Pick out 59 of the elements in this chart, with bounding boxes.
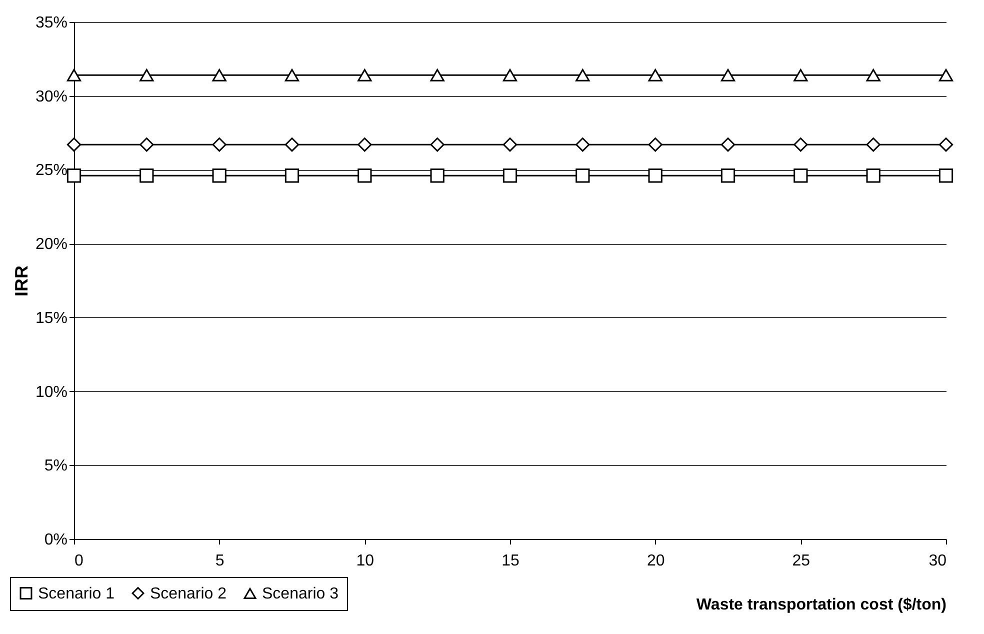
legend-label: Scenario 1 xyxy=(38,585,115,602)
legend-label: Scenario 3 xyxy=(262,586,339,602)
y-tick-label: 30% xyxy=(35,88,68,106)
point xyxy=(938,68,954,82)
point xyxy=(502,68,518,82)
point xyxy=(358,68,372,82)
point xyxy=(576,138,590,152)
x-tick-label: 10 xyxy=(356,552,374,570)
x-tick-label: 25 xyxy=(792,552,810,570)
point xyxy=(502,168,518,183)
point xyxy=(212,168,226,183)
x-tick-label: 15 xyxy=(502,552,520,570)
point xyxy=(794,68,808,82)
point xyxy=(794,138,808,152)
point xyxy=(430,168,444,183)
y-tick-label: 10% xyxy=(35,384,68,401)
y-tick-label: 25% xyxy=(35,162,68,180)
point xyxy=(576,68,590,82)
point xyxy=(648,68,662,82)
point xyxy=(794,168,808,183)
point xyxy=(284,168,300,183)
y-tick-label: 0% xyxy=(44,532,68,548)
legend-label: Scenario 2 xyxy=(150,585,227,602)
point xyxy=(648,168,662,183)
x-tick-label: 30 xyxy=(928,552,947,570)
point xyxy=(140,168,154,183)
point xyxy=(720,68,736,82)
point xyxy=(66,138,82,152)
point xyxy=(140,68,154,82)
point xyxy=(212,138,226,152)
point xyxy=(938,168,954,183)
point xyxy=(720,168,736,183)
point xyxy=(938,138,954,152)
point xyxy=(66,68,82,82)
point xyxy=(66,168,82,183)
point xyxy=(358,138,372,152)
point xyxy=(430,68,444,82)
point xyxy=(430,138,444,152)
point xyxy=(648,138,662,152)
point xyxy=(720,138,736,152)
point xyxy=(502,138,518,152)
x-axis-title: Waste transportation cost ($/ton) xyxy=(696,596,946,614)
x-tick-label: 0 xyxy=(74,552,84,570)
point xyxy=(866,68,880,82)
y-axis-title: IRR xyxy=(11,266,32,296)
y-tick-label: 35% xyxy=(35,14,68,32)
point xyxy=(284,68,300,82)
y-tick-label: 15% xyxy=(35,310,68,327)
x-tick-label: 20 xyxy=(646,552,665,570)
point xyxy=(140,138,154,152)
point xyxy=(284,138,300,152)
point xyxy=(866,138,880,152)
point xyxy=(866,168,880,183)
y-tick-label: 20% xyxy=(35,236,68,254)
y-tick-label: 5% xyxy=(44,458,68,475)
point xyxy=(212,68,226,82)
point xyxy=(576,168,590,183)
point xyxy=(358,168,372,183)
x-tick-label: 5 xyxy=(215,552,224,570)
